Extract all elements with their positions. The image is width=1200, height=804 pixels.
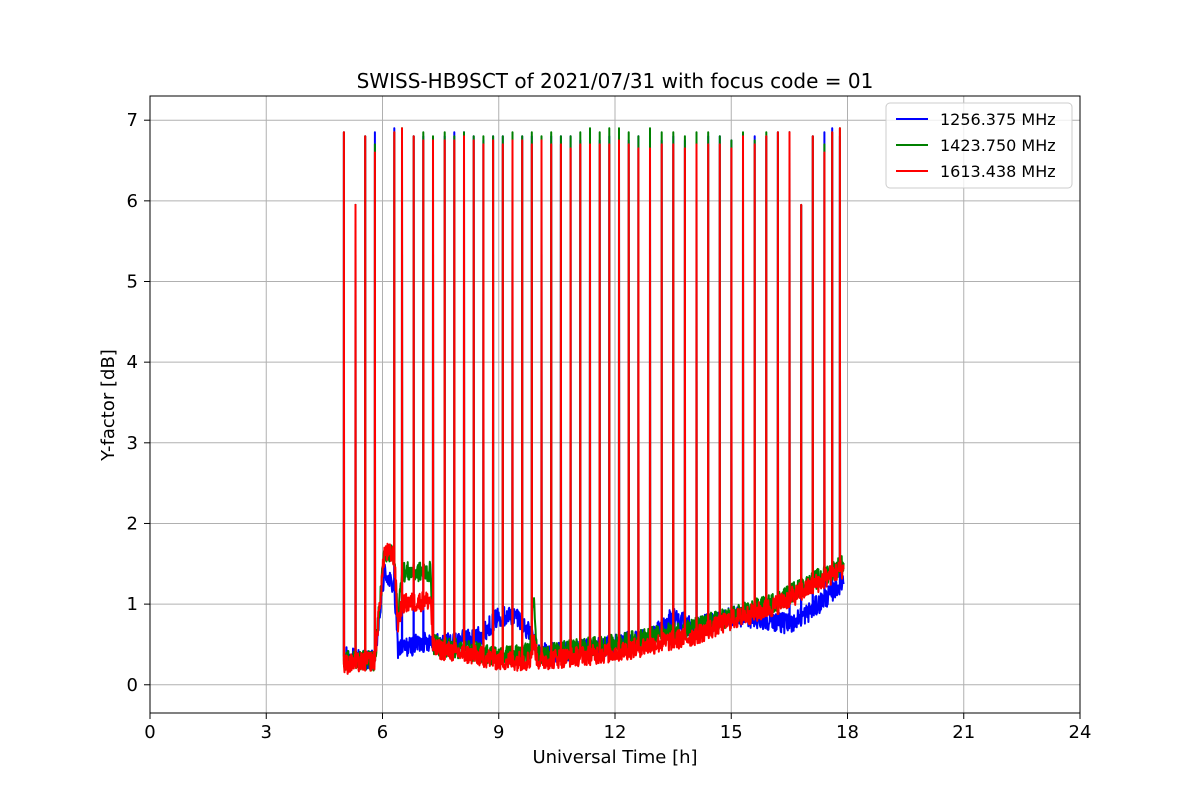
- x-tick-label: 18: [836, 722, 859, 743]
- x-tick-label: 6: [377, 722, 388, 743]
- y-axis-label: Y-factor [dB]: [98, 349, 119, 462]
- x-tick-label: 21: [952, 722, 975, 743]
- y-tick-label: 6: [127, 191, 138, 212]
- series-layer: [342, 127, 845, 675]
- legend-label: 1613.438 MHz: [940, 162, 1056, 181]
- y-tick-label: 3: [127, 433, 138, 454]
- series-2: [342, 127, 845, 675]
- legend: 1256.375 MHz 1423.750 MHz 1613.438 MHz: [885, 102, 1073, 189]
- legend-label: 1423.750 MHz: [940, 136, 1056, 155]
- y-tick-label: 0: [127, 675, 138, 696]
- series-line: [342, 127, 845, 675]
- x-tick-label: 15: [720, 722, 743, 743]
- y-tick-label: 2: [127, 513, 138, 534]
- x-axis-label: Universal Time [h]: [532, 747, 697, 768]
- x-tick-label: 12: [604, 722, 627, 743]
- x-tick-label: 9: [493, 722, 504, 743]
- y-tick-label: 7: [127, 110, 138, 131]
- y-tick-label: 1: [127, 594, 138, 615]
- x-tick-label: 24: [1069, 722, 1092, 743]
- x-tick-label: 3: [261, 722, 272, 743]
- y-tick-label: 5: [127, 272, 138, 293]
- y-tick-label: 4: [127, 352, 138, 373]
- legend-label: 1256.375 MHz: [940, 110, 1056, 129]
- x-tick-label: 0: [144, 722, 155, 743]
- chart-title: SWISS-HB9SCT of 2021/07/31 with focus co…: [357, 69, 874, 93]
- legend-box: [885, 102, 1073, 189]
